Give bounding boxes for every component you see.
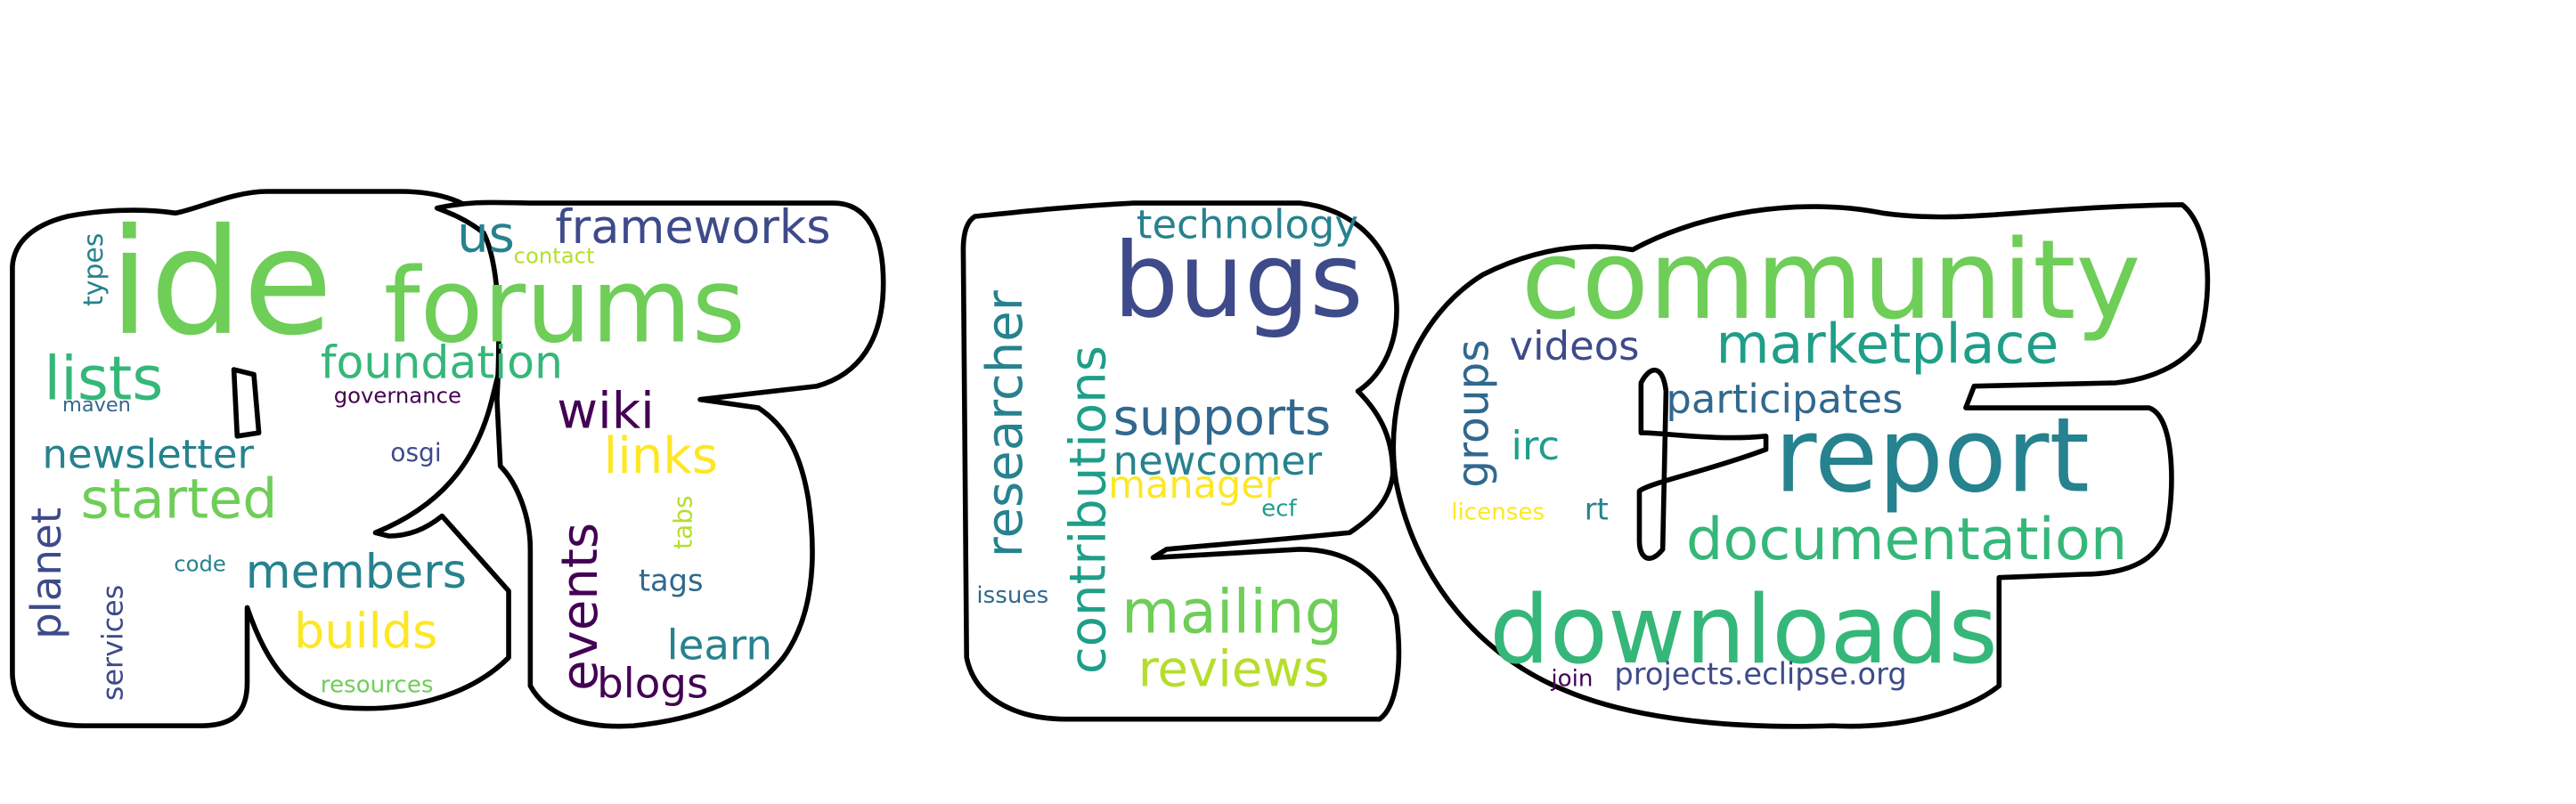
- word-builds: builds: [294, 603, 438, 659]
- word-learn: learn: [667, 621, 772, 670]
- word-newcomer: newcomer: [1113, 437, 1323, 484]
- word-lists: lists: [44, 345, 163, 414]
- word-technology: technology: [1137, 200, 1358, 248]
- word-resources: resources: [321, 672, 434, 699]
- letter-e-hole: [1636, 367, 1769, 561]
- word-downloads: downloads: [1489, 575, 1998, 686]
- word-newsletter: newsletter: [43, 430, 255, 477]
- word-irc: irc: [1512, 422, 1561, 469]
- word-marketplace: marketplace: [1716, 313, 2058, 377]
- shape-outlines: [10, 189, 2211, 729]
- word-community: community: [1521, 216, 2141, 345]
- words: ide forums frameworks us contact types l…: [23, 197, 2140, 708]
- word-code: code: [174, 550, 226, 576]
- word-governance: governance: [334, 382, 461, 408]
- word-ecf: ecf: [1261, 496, 1297, 523]
- word-us: us: [457, 206, 515, 264]
- word-links: links: [604, 427, 718, 485]
- letter-b-outline: [960, 200, 1402, 722]
- letter-r-outline: [10, 189, 514, 728]
- word-issues: issues: [976, 582, 1048, 609]
- word-types: types: [78, 233, 110, 306]
- word-ide: ide: [109, 197, 332, 368]
- word-documentation: documentation: [1686, 506, 2128, 573]
- word-osgi: osgi: [390, 438, 441, 467]
- word-wiki: wiki: [557, 382, 655, 440]
- word-participates: participates: [1666, 376, 1903, 423]
- word-services: services: [97, 585, 129, 701]
- word-foundation: foundation: [321, 336, 563, 388]
- word-researcher: researcher: [976, 289, 1034, 557]
- word-forums: forums: [384, 246, 746, 366]
- word-events: events: [551, 523, 609, 691]
- word-videos: videos: [1510, 322, 1640, 370]
- word-contact: contact: [514, 242, 595, 268]
- word-rt: rt: [1585, 491, 1609, 526]
- word-licenses: licenses: [1451, 499, 1545, 525]
- word-join: join: [1550, 665, 1593, 692]
- word-maven: maven: [62, 394, 131, 417]
- word-blogs: blogs: [597, 660, 708, 708]
- word-bugs: bugs: [1113, 221, 1364, 341]
- word-planet: planet: [23, 508, 71, 639]
- letter-r-notch: [231, 367, 262, 439]
- word-reviews: reviews: [1138, 640, 1330, 698]
- word-tabs: tabs: [669, 495, 698, 549]
- letter-e-outline: [1390, 202, 2211, 729]
- word-manager: manager: [1108, 463, 1281, 508]
- word-report: report: [1774, 396, 2090, 516]
- word-groups: groups: [1448, 339, 1498, 487]
- word-contributions: contributions: [1059, 345, 1117, 674]
- word-supports: supports: [1113, 389, 1332, 447]
- word-started: started: [81, 467, 278, 531]
- word-frameworks: frameworks: [555, 200, 830, 255]
- word-mailing: mailing: [1121, 577, 1342, 646]
- word-tags: tags: [639, 564, 704, 598]
- word-projects-eclipse-org: projects.eclipse.org: [1614, 656, 1906, 691]
- letter-t-outline: [434, 199, 886, 729]
- word-members: members: [246, 545, 467, 599]
